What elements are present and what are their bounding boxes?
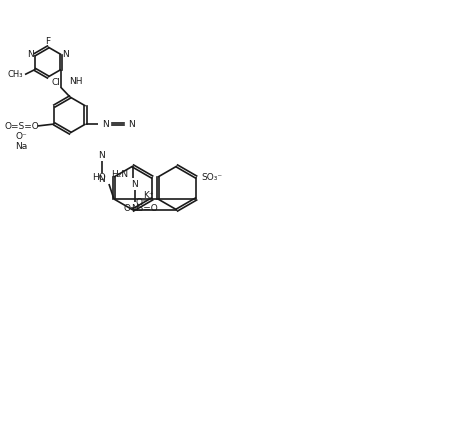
Text: O=S=O: O=S=O: [4, 122, 39, 131]
Text: K⁺: K⁺: [143, 190, 153, 199]
Text: O=S=O: O=S=O: [123, 203, 158, 212]
Text: N: N: [99, 175, 105, 184]
Text: O⁻: O⁻: [135, 197, 147, 206]
Text: N: N: [128, 119, 135, 128]
Text: O⁻: O⁻: [15, 131, 27, 140]
Text: N: N: [99, 151, 105, 160]
Text: Cl: Cl: [51, 77, 60, 86]
Text: N: N: [63, 50, 69, 59]
Text: F: F: [45, 36, 50, 45]
Text: N: N: [132, 179, 138, 188]
Text: CH₃: CH₃: [8, 70, 23, 79]
Text: HO: HO: [92, 172, 106, 181]
Text: N: N: [27, 50, 34, 59]
Text: N: N: [132, 203, 138, 212]
Text: Na: Na: [15, 142, 28, 151]
Text: N: N: [102, 119, 109, 128]
Text: NH: NH: [69, 77, 83, 86]
Text: SO₃⁻: SO₃⁻: [201, 172, 222, 181]
Text: H₂N: H₂N: [111, 169, 128, 178]
